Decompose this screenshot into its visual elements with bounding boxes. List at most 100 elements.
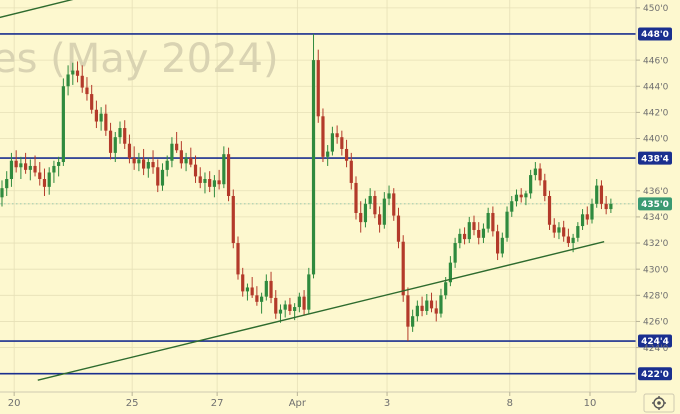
candle-body-47	[222, 154, 226, 185]
candle-body-67	[316, 60, 320, 117]
candle-body-66	[311, 60, 316, 275]
candle-body-46	[217, 180, 221, 185]
y-tick-label-10: 432'0	[643, 239, 669, 249]
candle-body-114	[538, 168, 542, 181]
candle-body-62	[293, 307, 297, 311]
candle-89	[420, 296, 424, 317]
candle-body-2	[9, 160, 14, 180]
chart-watermark: es (May 2024)	[0, 36, 279, 82]
price-level-badge-14	[638, 334, 672, 348]
candle-body-116	[547, 196, 552, 225]
candle-48	[226, 147, 231, 202]
candle-12	[57, 156, 61, 177]
candle-body-18	[85, 87, 89, 95]
price-level-badge-1	[638, 27, 672, 41]
candle-25	[118, 121, 122, 144]
candle-body-49	[231, 196, 235, 244]
candle-body-42	[198, 176, 202, 183]
candle-46	[217, 169, 221, 190]
candle-129	[609, 198, 613, 213]
candle-110	[519, 188, 523, 203]
candle-body-43	[203, 179, 207, 183]
candle-92	[434, 300, 438, 322]
candle-40	[189, 147, 193, 168]
candle-51	[241, 267, 245, 297]
candle-57	[269, 271, 273, 304]
candle-95	[448, 256, 452, 287]
candle-101	[477, 222, 481, 245]
candle-82	[387, 185, 391, 206]
candle-body-14	[66, 74, 70, 87]
candle-10	[47, 167, 51, 195]
candle-body-10	[47, 172, 51, 187]
candle-body-74	[349, 160, 353, 183]
candle-body-98	[462, 233, 467, 240]
candle-body-128	[604, 203, 608, 210]
candle-2	[9, 152, 14, 187]
trend-line-0	[0, 0, 74, 19]
candle-body-13	[61, 86, 65, 163]
candle-104	[491, 206, 495, 237]
candle-body-48	[226, 154, 231, 196]
candle-body-107	[505, 211, 509, 238]
x-tick-label-0: 20	[8, 398, 21, 409]
candle-body-104	[491, 212, 495, 232]
candle-113	[533, 162, 537, 181]
y-tick-label-11: 430'0	[643, 265, 669, 275]
candle-68	[321, 108, 325, 163]
candle-body-36	[170, 143, 174, 161]
candle-body-51	[241, 274, 245, 292]
candle-body-126	[595, 185, 599, 204]
candle-80	[378, 206, 382, 233]
candle-body-50	[236, 243, 240, 275]
candle-64	[302, 290, 306, 315]
x-tick-label-3: Apr	[289, 398, 307, 409]
candle-body-124	[585, 214, 589, 220]
candle-body-0	[0, 188, 4, 198]
candle-120	[566, 228, 570, 247]
candle-body-85	[401, 241, 405, 296]
x-tick-label-1: 25	[126, 398, 139, 409]
candle-114	[538, 163, 542, 186]
candle-body-89	[420, 305, 424, 311]
candle-body-70	[330, 133, 334, 152]
candle-33	[156, 159, 160, 193]
candle-body-127	[599, 185, 604, 204]
y-tick-label-5: 440'0	[643, 135, 669, 145]
candle-22	[104, 104, 108, 136]
y-tick-label-13: 426'0	[643, 318, 669, 328]
candle-35	[165, 155, 169, 177]
candle-98	[462, 227, 467, 245]
candle-body-68	[321, 116, 325, 157]
candle-26	[123, 120, 127, 149]
candle-body-28	[132, 158, 136, 164]
x-tick-label-4: 3	[384, 398, 390, 409]
candle-body-129	[609, 203, 613, 210]
candle-123	[580, 209, 585, 230]
candle-body-69	[326, 151, 330, 157]
y-tick-label-15: 424'0	[643, 344, 669, 354]
candle-128	[604, 196, 608, 215]
candle-19	[90, 84, 94, 114]
candle-body-94	[444, 282, 448, 296]
candle-16	[75, 61, 80, 83]
candle-body-30	[142, 159, 146, 169]
settings-button[interactable]	[643, 393, 675, 413]
candle-body-11	[52, 165, 56, 173]
candle-102	[481, 223, 486, 244]
candle-body-15	[71, 70, 75, 75]
candle-body-17	[80, 75, 84, 88]
candle-77	[363, 198, 368, 228]
candle-79	[373, 190, 377, 219]
candle-65	[307, 267, 311, 314]
candle-body-35	[165, 160, 169, 170]
candle-93	[439, 288, 443, 318]
candle-41	[193, 155, 198, 183]
candle-body-86	[406, 295, 410, 327]
candle-body-120	[566, 236, 570, 244]
candle-90	[425, 294, 429, 315]
candle-84	[396, 207, 401, 249]
candle-body-5	[24, 163, 28, 170]
candle-body-38	[179, 150, 183, 164]
candle-73	[344, 139, 349, 168]
